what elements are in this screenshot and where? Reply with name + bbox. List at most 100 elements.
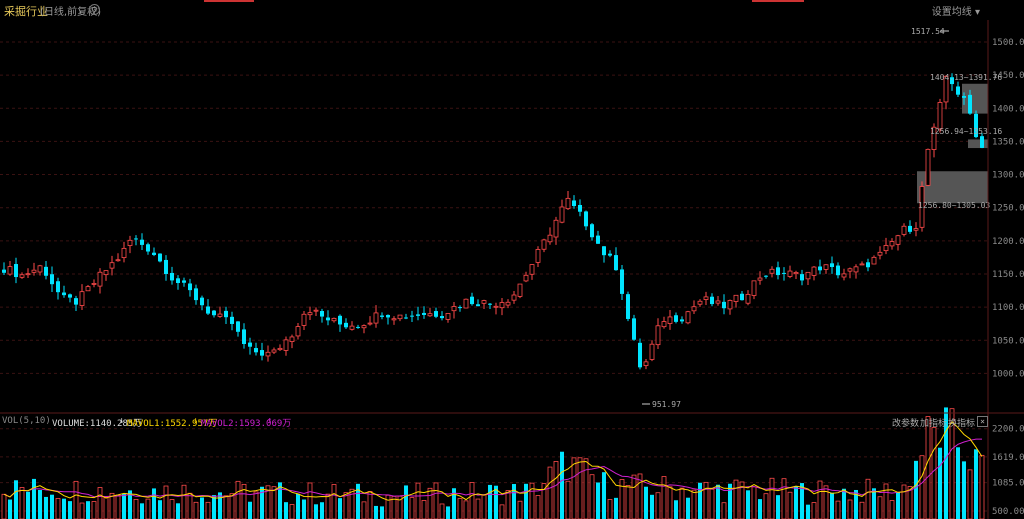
switch-indicator-button[interactable]: 换指标 bbox=[948, 419, 976, 429]
volume-bar-down bbox=[8, 499, 12, 519]
candle-body-up bbox=[37, 265, 43, 273]
candle-body-up bbox=[769, 268, 775, 274]
candle-body-up bbox=[889, 241, 895, 247]
candle-body-down bbox=[434, 311, 438, 317]
volume-bar-up bbox=[565, 480, 571, 519]
candle-body-down bbox=[260, 350, 264, 356]
volume-bar-down bbox=[698, 482, 702, 519]
candle-body-up bbox=[643, 361, 649, 366]
candle-body-down bbox=[236, 321, 240, 332]
candle-body-down bbox=[836, 265, 840, 276]
volume-bar-down bbox=[560, 451, 564, 519]
top-accent-bar bbox=[752, 0, 804, 2]
volume-bar-down bbox=[650, 494, 654, 519]
close-icon[interactable]: × bbox=[977, 416, 988, 427]
volume-bar-up bbox=[367, 491, 373, 519]
volume-bar-up bbox=[439, 503, 445, 519]
candle-body-down bbox=[182, 280, 186, 283]
candle-body-up bbox=[127, 239, 133, 246]
candle-body-up bbox=[283, 339, 289, 351]
candle-body-up bbox=[757, 277, 763, 281]
high-price-label: 1517.54 bbox=[911, 27, 945, 36]
candle-body-up bbox=[919, 186, 925, 228]
volume-bar-down bbox=[974, 449, 978, 519]
volume-bar-down bbox=[62, 498, 66, 519]
price-tick-label: 1500.00 bbox=[992, 38, 1024, 48]
candle-body-down bbox=[710, 296, 714, 305]
price-zones bbox=[917, 83, 988, 204]
zone-label: 1404.13~1391.76 bbox=[930, 73, 1002, 82]
volume-bar-up bbox=[19, 487, 25, 519]
candle-body-down bbox=[158, 253, 162, 262]
price-tick-label: 1400.00 bbox=[992, 104, 1024, 114]
candle-body-up bbox=[727, 300, 733, 310]
down-arrow-icon: ↓ bbox=[119, 416, 125, 426]
candle-body-down bbox=[638, 342, 642, 368]
candle-body-up bbox=[535, 249, 541, 263]
volume-bar-down bbox=[794, 486, 798, 519]
candle-body-up bbox=[691, 306, 697, 312]
price-tick-label: 1300.00 bbox=[992, 171, 1024, 181]
zone-label: 1256.80~1305.03 bbox=[918, 201, 990, 210]
volume-tick-label: 1085.00 bbox=[992, 479, 1024, 489]
candle-body-down bbox=[674, 315, 678, 322]
candle-body-down bbox=[140, 239, 144, 245]
candle-body-down bbox=[626, 294, 630, 319]
candle-body-up bbox=[703, 296, 709, 300]
candle-body-down bbox=[818, 266, 822, 271]
candle-body-down bbox=[380, 315, 384, 317]
volume-bar-up bbox=[781, 478, 787, 519]
edit-params-button[interactable]: 改参数 bbox=[892, 419, 920, 429]
candle-body-up bbox=[883, 245, 889, 252]
set-moving-average-button[interactable]: 设置均线 ▾ bbox=[931, 7, 980, 18]
candle-body-down bbox=[470, 296, 474, 305]
volume-bar-down bbox=[158, 500, 162, 519]
candle-body-down bbox=[722, 301, 726, 309]
candle-body-down bbox=[248, 342, 252, 347]
candle-body-down bbox=[146, 244, 150, 252]
candle-body-down bbox=[632, 318, 636, 340]
vol-indicator-name[interactable]: VOL(5,10) bbox=[2, 416, 51, 426]
volume-bar-down bbox=[896, 492, 900, 519]
volume-bar-down bbox=[830, 492, 834, 519]
volume-bar-up bbox=[463, 500, 469, 519]
candle-body-up bbox=[847, 268, 853, 272]
candle-body-up bbox=[25, 273, 31, 276]
add-indicator-button[interactable]: 加指标 bbox=[920, 419, 948, 429]
volume-bar-down bbox=[32, 478, 36, 519]
volume-bar-up bbox=[193, 501, 199, 519]
volume-bar-up bbox=[97, 487, 103, 519]
price-tick-label: 1050.00 bbox=[992, 336, 1024, 346]
volume-bar-up bbox=[925, 416, 931, 519]
candle-body-up bbox=[121, 247, 127, 259]
chart-period-label: (日线,前复权) bbox=[40, 7, 101, 18]
price-annotations: 1517.54 951.97 1256.80~1305.03 1256.94~1353… bbox=[642, 27, 1002, 409]
candle-body-up bbox=[271, 349, 277, 353]
volume-bar-down bbox=[176, 503, 180, 519]
volume-bar-up bbox=[253, 491, 259, 519]
mavol1-value: MAVOL1:1552.957万 bbox=[127, 419, 218, 429]
volume-bar-up bbox=[583, 458, 589, 519]
gear-icon[interactable]: ⚙ bbox=[89, 4, 100, 15]
candle-body-up bbox=[853, 266, 859, 273]
sector-title[interactable]: 采掘行业 bbox=[4, 5, 48, 18]
volume-bar-up bbox=[241, 483, 247, 519]
price-tick-label: 1100.00 bbox=[992, 303, 1024, 313]
candle-body-up bbox=[511, 294, 517, 301]
volume-bar-down bbox=[128, 490, 132, 519]
volume-bar-up bbox=[469, 482, 475, 519]
volume-bar-up bbox=[115, 494, 121, 519]
candle-body-down bbox=[416, 314, 420, 316]
volume-bar-up bbox=[859, 501, 865, 519]
volume-bar-up bbox=[79, 502, 85, 519]
volume-bar-up bbox=[427, 487, 433, 519]
volume-bar-down bbox=[152, 488, 156, 519]
candle-body-down bbox=[344, 322, 348, 328]
volume-bar-down bbox=[614, 497, 618, 519]
candle-body-down bbox=[188, 283, 192, 291]
volume-bar-up bbox=[1, 493, 7, 519]
volume-bar-down bbox=[248, 501, 252, 519]
candle-body-down bbox=[134, 238, 138, 240]
volume-bar-up bbox=[145, 498, 151, 519]
